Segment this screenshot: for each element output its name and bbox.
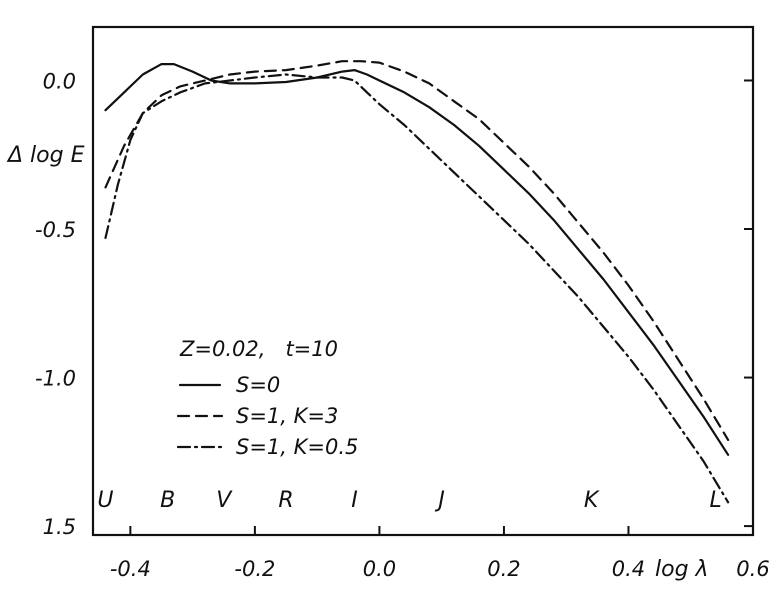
legend-title: Z=0.02, t=10 — [179, 337, 338, 361]
band-label-K: K — [584, 488, 600, 513]
x-ticks — [129, 526, 754, 535]
series-lines — [104, 60, 730, 504]
x-tick-label: 0.4 — [612, 557, 645, 581]
series-line-solid — [104, 62, 730, 456]
y-tick-label: 0.0 — [43, 69, 76, 93]
plot-frame — [91, 25, 755, 537]
band-label-U: U — [97, 488, 113, 513]
legend-entry-solid: S=0 — [236, 373, 280, 397]
y-tick-label: -1.0 — [35, 367, 76, 391]
y-axis-label: Δ log E — [6, 143, 85, 168]
series-line-dashdot — [104, 73, 730, 504]
band-label-J: J — [434, 488, 445, 513]
band-label-I: I — [351, 488, 358, 513]
x-tick-label: 0.2 — [487, 557, 520, 581]
x-axis-label: log λ — [655, 557, 709, 582]
band-label-L: L — [710, 488, 722, 513]
y-tick-label: 1.5 — [43, 515, 76, 539]
x-tick-label: -0.4 — [110, 557, 151, 581]
y-tick-label: -0.5 — [35, 218, 76, 242]
band-label-B: B — [160, 488, 175, 513]
series-line-dashed — [104, 60, 730, 441]
legend-entry-dashdot: S=1, K=0.5 — [236, 435, 358, 459]
x-tick-label: 0.0 — [363, 557, 396, 581]
legend-entry-dashed: S=1, K=3 — [236, 404, 338, 428]
y-ticks — [744, 79, 753, 528]
x-tick-label: 0.6 — [736, 557, 769, 581]
band-label-R: R — [278, 488, 293, 513]
band-label-V: V — [216, 488, 233, 513]
x-tick-labels: -0.4 -0.2 0.0 0.2 0.4 0.6 — [110, 557, 770, 581]
y-tick-labels: 0.0 -0.5 -1.0 1.5 — [35, 69, 76, 539]
legend: Z=0.02, t=10 S=0 S=1, K=3 S=1, K=0.5 — [176, 337, 358, 459]
x-tick-label: -0.2 — [234, 557, 275, 581]
